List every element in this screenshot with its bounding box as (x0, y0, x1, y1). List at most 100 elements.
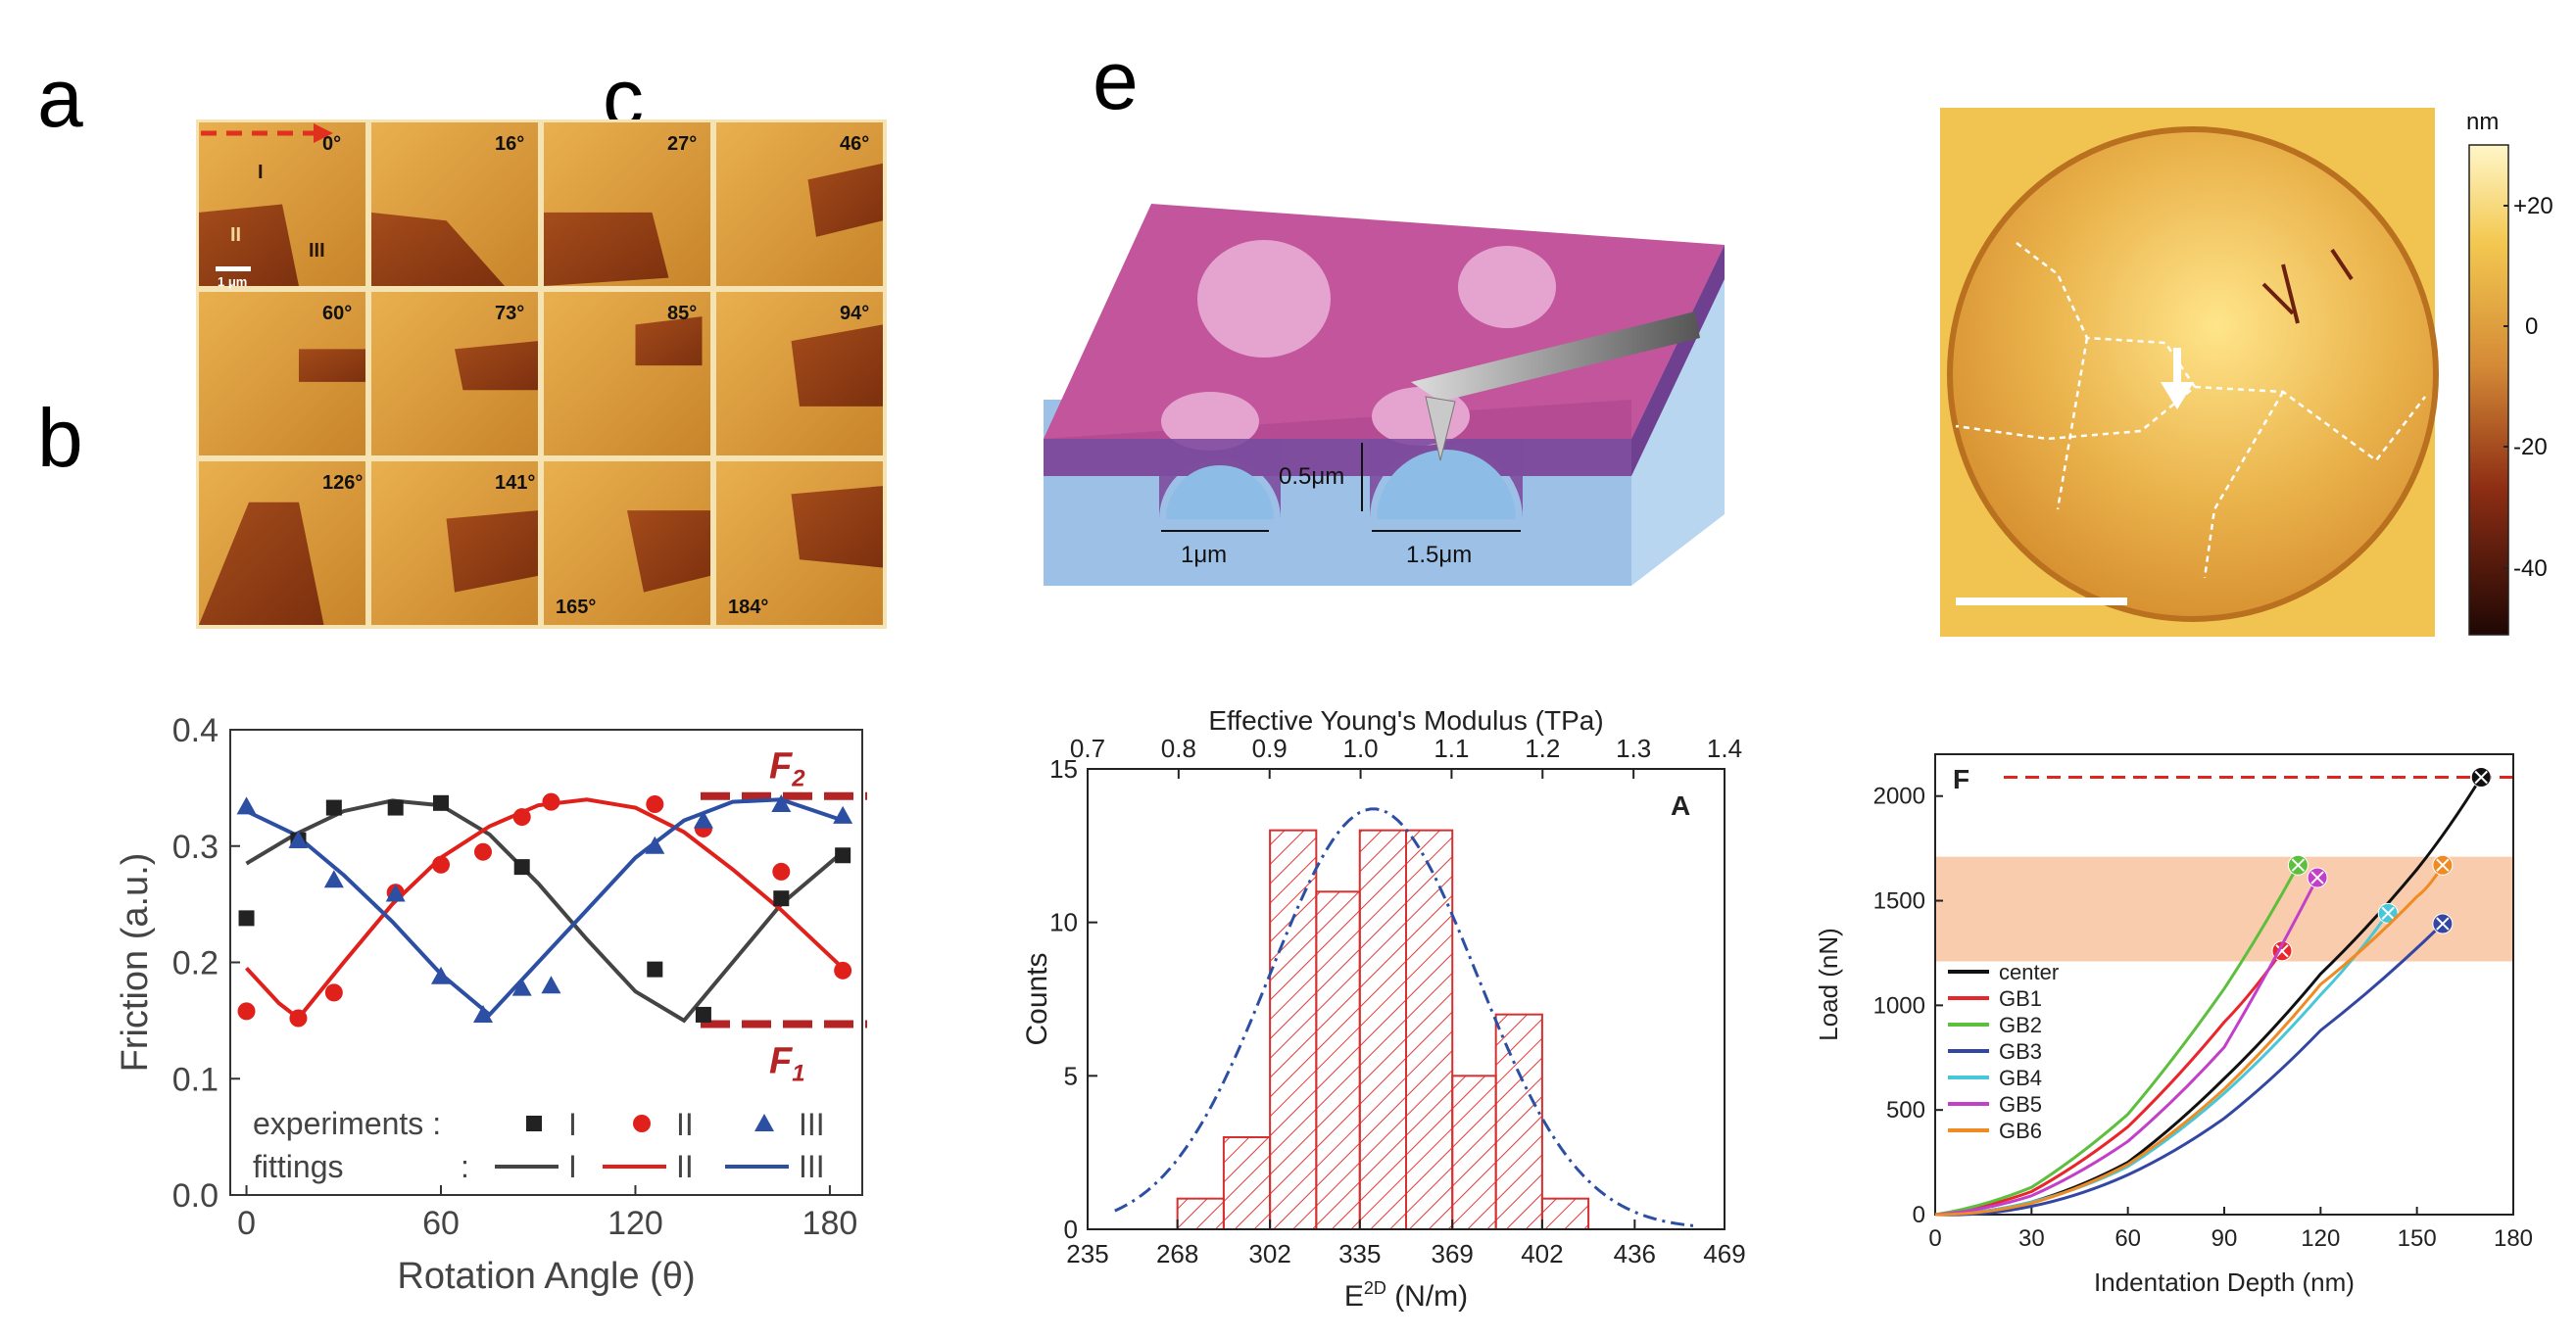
y-tick-label-b-0.4: 0.4 (172, 712, 219, 749)
afm-tip (1425, 396, 1456, 461)
hist-bar-1 (1222, 1136, 1272, 1230)
afm-tile-domain-9 (446, 510, 538, 593)
scan-direction-arrowhead (314, 123, 333, 143)
x-tick-label-d-235: 235 (1066, 1239, 1108, 1268)
y-tick-label-f-2000: 2000 (1873, 784, 1925, 810)
panel-letter-a: a (37, 52, 83, 144)
domain-label-III: III (309, 240, 325, 262)
point-I-5 (513, 859, 530, 876)
x-tick-label-d-469: 469 (1703, 1239, 1745, 1268)
afm-cantilever (1411, 311, 1700, 402)
hole-large-1 (1197, 240, 1331, 358)
hist-bar-3 (1315, 890, 1361, 1230)
x-tick-label-f-90: 90 (2211, 1225, 2238, 1252)
x-tick-label-d-436: 436 (1614, 1239, 1656, 1268)
point-II-10 (772, 862, 791, 881)
top-tick-label-d-0.8: 0.8 (1161, 734, 1196, 763)
top-tick-label-d-1.0: 1.0 (1342, 734, 1378, 763)
y-axis-label-b: Friction (a.u.) (115, 853, 156, 1073)
afm-tiles: 0° 16° 27° 46° 60° 73° 85° 94° 126° 141° 165° 184° (199, 122, 883, 625)
depth-label: 0.5μm (1279, 463, 1344, 490)
y-tick-label-d-15: 15 (1049, 754, 1078, 784)
x-tick-label-b-60: 60 (422, 1205, 460, 1242)
afm-angle-label-9: 141° (495, 472, 535, 494)
afm-tile-domain-11 (791, 486, 883, 568)
panel-tag-f: F (1953, 764, 1969, 794)
legend-marker-II (633, 1115, 651, 1132)
point-I-6 (647, 961, 663, 978)
afm-tile-domain-1 (371, 212, 505, 286)
x-axis-label-b: Rotation Angle (θ) (397, 1256, 695, 1297)
legend-marker-I (526, 1116, 542, 1131)
scale-bar-label: 1 μm (218, 274, 247, 289)
point-I-8 (773, 890, 790, 907)
point-I-7 (695, 1006, 711, 1023)
point-III-9 (693, 810, 713, 829)
point-I-0 (238, 910, 255, 927)
x-tick-label-d-402: 402 (1521, 1239, 1563, 1268)
point-II-4 (432, 855, 450, 874)
x-tick-label-d-268: 268 (1156, 1239, 1198, 1268)
y-axis-label-d: Counts (1021, 952, 1053, 1045)
x-axis-label-d-main: E (1344, 1280, 1364, 1313)
load-curve-GB5 (1934, 877, 2319, 1217)
afm-angle-label-11: 184° (728, 597, 768, 618)
load-curve-GB1 (1934, 949, 2284, 1217)
colorbar-tick-minus40: -40 (2513, 555, 2548, 582)
point-II-7 (542, 792, 560, 811)
top-tick-label-d-0.7: 0.7 (1070, 734, 1105, 763)
legend-exp-name-III: III (799, 1107, 825, 1142)
indentation-arrow-shaft (2173, 348, 2181, 387)
afm-tile-domain-10 (627, 510, 710, 593)
y-tick-label-b-0.3: 0.3 (172, 829, 219, 866)
plot-frame-d (1087, 768, 1725, 1230)
ref-label-sub-F2: 2 (791, 766, 805, 792)
point-II-8 (646, 795, 664, 813)
x-axis-label-d: E2D (N/m) (1344, 1278, 1468, 1313)
hist-bar-5 (1405, 829, 1454, 1231)
width-large-label: 1.5μm (1406, 542, 1472, 568)
panel-e-afm-image: nm +20 0 -20 -40 (1940, 108, 2553, 637)
x-tick-label-f-180: 180 (2494, 1225, 2533, 1252)
legend-fittings-label: fittings (253, 1149, 343, 1184)
point-III-6 (511, 978, 532, 996)
x-tick-label-f-120: 120 (2301, 1225, 2340, 1252)
afm-angle-label-4: 60° (322, 303, 352, 324)
fit-line-I (245, 798, 845, 1024)
y-tick-label-d-5: 5 (1064, 1061, 1078, 1090)
y-axis-label-f: Load (nN) (1814, 928, 1843, 1041)
x-tick-label-b-120: 120 (608, 1205, 663, 1242)
legend-exp-name-I: I (568, 1107, 577, 1142)
legend-label-f-GB6: GB6 (1999, 1119, 2042, 1143)
grain-boundary-2 (2194, 385, 2426, 462)
grain-boundary-4 (2056, 337, 2089, 510)
membrane-front-edge (1044, 439, 1631, 476)
hole-small-1 (1161, 392, 1259, 451)
grain-boundary-3 (2203, 391, 2285, 579)
point-III-3 (385, 884, 406, 902)
top-tick-label-d-1.3: 1.3 (1616, 734, 1651, 763)
failure-marker-x-GB5 (2310, 871, 2324, 885)
afm-angle-label-2: 27° (667, 133, 697, 155)
panel-letter-b: b (37, 392, 83, 484)
colorbar (2468, 144, 2509, 636)
scale-bar-e (1956, 598, 2127, 605)
y-tick-label-f-500: 500 (1886, 1097, 1925, 1124)
afm-tile-domain-6 (635, 316, 703, 366)
chart-f-load-depth: 0 30 60 90 120 150 180 0 500 1000 1500 2000 Indentat… (1814, 753, 2533, 1297)
ref-label-sub-F1: 1 (792, 1060, 804, 1086)
panel-c-schematic: 0.5μm 1μm 1.5μm (1044, 204, 1725, 586)
domain-label-I: I (258, 162, 264, 183)
legend-label-f-GB5: GB5 (1999, 1092, 2042, 1117)
well-2 (1377, 450, 1516, 519)
top-axis-label-d: Effective Young's Modulus (TPa) (1208, 705, 1603, 736)
top-tick-label-d-1.2: 1.2 (1525, 734, 1560, 763)
x-tick-label-f-150: 150 (2398, 1225, 2437, 1252)
afm-tile-domain-3 (807, 163, 883, 237)
x-axis-label-d-unit: (N/m) (1386, 1280, 1468, 1313)
point-II-2 (324, 983, 343, 1002)
x-tick-label-d-302: 302 (1248, 1239, 1290, 1268)
panel-tag-d: A (1671, 790, 1690, 821)
legend-label-f-GB1: GB1 (1999, 986, 2042, 1011)
